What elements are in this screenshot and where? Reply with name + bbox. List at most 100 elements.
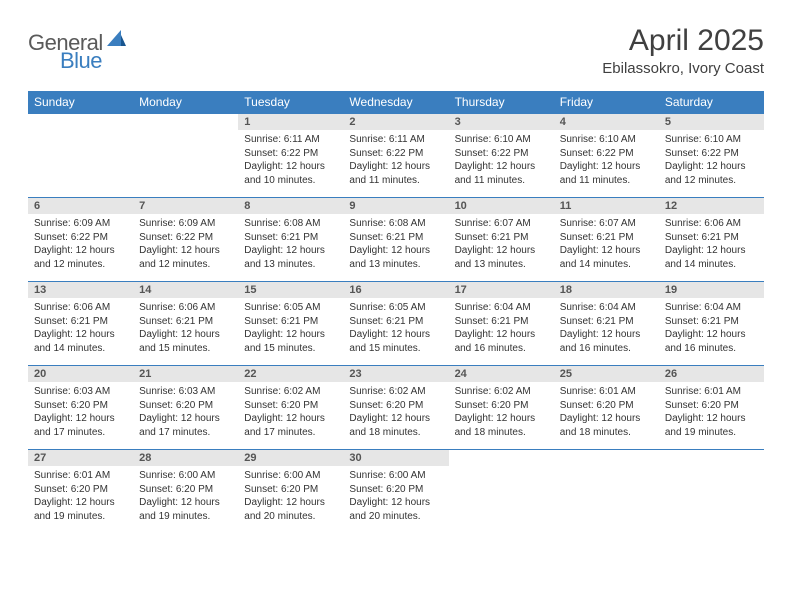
location-subtitle: Ebilassokro, Ivory Coast — [602, 60, 764, 77]
week-number-row: 13141516171819 — [28, 282, 764, 299]
sunset-text: Sunset: 6:21 PM — [560, 231, 653, 245]
day-data-cell — [449, 466, 554, 533]
logo-text-blue: Blue — [60, 48, 102, 73]
sunset-text: Sunset: 6:20 PM — [244, 483, 337, 497]
daylight-text: Daylight: 12 hours and 15 minutes. — [139, 328, 232, 355]
day-data-cell: Sunrise: 6:06 AMSunset: 6:21 PMDaylight:… — [28, 298, 133, 366]
day-number-cell: 14 — [133, 282, 238, 299]
sunset-text: Sunset: 6:22 PM — [560, 147, 653, 161]
day-number-cell: 3 — [449, 114, 554, 131]
daylight-text: Daylight: 12 hours and 10 minutes. — [244, 160, 337, 187]
day-data-cell: Sunrise: 6:04 AMSunset: 6:21 PMDaylight:… — [659, 298, 764, 366]
daylight-text: Daylight: 12 hours and 19 minutes. — [34, 496, 127, 523]
sunrise-text: Sunrise: 6:03 AM — [139, 385, 232, 399]
daylight-text: Daylight: 12 hours and 16 minutes. — [455, 328, 548, 355]
day-number-cell: 18 — [554, 282, 659, 299]
day-data-cell: Sunrise: 6:02 AMSunset: 6:20 PMDaylight:… — [238, 382, 343, 450]
day-data-cell: Sunrise: 6:10 AMSunset: 6:22 PMDaylight:… — [449, 130, 554, 198]
sunset-text: Sunset: 6:22 PM — [455, 147, 548, 161]
sunrise-text: Sunrise: 6:04 AM — [560, 301, 653, 315]
day-header-monday: Monday — [133, 91, 238, 114]
day-header-tuesday: Tuesday — [238, 91, 343, 114]
sunset-text: Sunset: 6:20 PM — [560, 399, 653, 413]
daylight-text: Daylight: 12 hours and 20 minutes. — [349, 496, 442, 523]
day-data-cell: Sunrise: 6:11 AMSunset: 6:22 PMDaylight:… — [238, 130, 343, 198]
week-data-row: Sunrise: 6:11 AMSunset: 6:22 PMDaylight:… — [28, 130, 764, 198]
daylight-text: Daylight: 12 hours and 11 minutes. — [349, 160, 442, 187]
sunset-text: Sunset: 6:21 PM — [455, 231, 548, 245]
sunrise-text: Sunrise: 6:00 AM — [244, 469, 337, 483]
day-number-cell: 25 — [554, 366, 659, 383]
day-data-cell: Sunrise: 6:00 AMSunset: 6:20 PMDaylight:… — [343, 466, 448, 533]
day-number-cell — [449, 450, 554, 467]
sunrise-text: Sunrise: 6:02 AM — [349, 385, 442, 399]
day-number-cell: 26 — [659, 366, 764, 383]
day-number-cell: 30 — [343, 450, 448, 467]
sunset-text: Sunset: 6:21 PM — [455, 315, 548, 329]
week-number-row: 12345 — [28, 114, 764, 131]
sunrise-text: Sunrise: 6:00 AM — [349, 469, 442, 483]
day-number-cell: 7 — [133, 198, 238, 215]
day-data-cell: Sunrise: 6:07 AMSunset: 6:21 PMDaylight:… — [554, 214, 659, 282]
day-data-cell: Sunrise: 6:05 AMSunset: 6:21 PMDaylight:… — [343, 298, 448, 366]
sunrise-text: Sunrise: 6:01 AM — [560, 385, 653, 399]
sunrise-text: Sunrise: 6:08 AM — [244, 217, 337, 231]
day-number-cell: 9 — [343, 198, 448, 215]
day-header-saturday: Saturday — [659, 91, 764, 114]
day-number-cell: 29 — [238, 450, 343, 467]
day-number-cell: 11 — [554, 198, 659, 215]
day-number-cell — [133, 114, 238, 131]
sunset-text: Sunset: 6:22 PM — [665, 147, 758, 161]
daylight-text: Daylight: 12 hours and 17 minutes. — [34, 412, 127, 439]
logo-blue-wrap: Blue — [60, 48, 102, 74]
day-data-cell: Sunrise: 6:00 AMSunset: 6:20 PMDaylight:… — [238, 466, 343, 533]
sunset-text: Sunset: 6:21 PM — [244, 315, 337, 329]
day-number-cell: 2 — [343, 114, 448, 131]
day-number-cell: 10 — [449, 198, 554, 215]
daylight-text: Daylight: 12 hours and 18 minutes. — [349, 412, 442, 439]
sunset-text: Sunset: 6:21 PM — [665, 231, 758, 245]
sunset-text: Sunset: 6:21 PM — [560, 315, 653, 329]
week-data-row: Sunrise: 6:03 AMSunset: 6:20 PMDaylight:… — [28, 382, 764, 450]
sunrise-text: Sunrise: 6:10 AM — [455, 133, 548, 147]
day-data-cell: Sunrise: 6:07 AMSunset: 6:21 PMDaylight:… — [449, 214, 554, 282]
sunset-text: Sunset: 6:20 PM — [34, 399, 127, 413]
day-number-cell: 5 — [659, 114, 764, 131]
sunset-text: Sunset: 6:22 PM — [244, 147, 337, 161]
sunset-text: Sunset: 6:20 PM — [349, 399, 442, 413]
week-number-row: 6789101112 — [28, 198, 764, 215]
day-header-wednesday: Wednesday — [343, 91, 448, 114]
page-header: General April 2025 Ebilassokro, Ivory Co… — [28, 24, 764, 77]
sunset-text: Sunset: 6:21 PM — [139, 315, 232, 329]
day-number-cell: 21 — [133, 366, 238, 383]
day-data-cell: Sunrise: 6:01 AMSunset: 6:20 PMDaylight:… — [28, 466, 133, 533]
daylight-text: Daylight: 12 hours and 14 minutes. — [665, 244, 758, 271]
day-number-cell: 15 — [238, 282, 343, 299]
calendar-header-row: Sunday Monday Tuesday Wednesday Thursday… — [28, 91, 764, 114]
daylight-text: Daylight: 12 hours and 12 minutes. — [665, 160, 758, 187]
day-data-cell: Sunrise: 6:10 AMSunset: 6:22 PMDaylight:… — [554, 130, 659, 198]
month-title: April 2025 — [602, 24, 764, 58]
day-data-cell: Sunrise: 6:04 AMSunset: 6:21 PMDaylight:… — [449, 298, 554, 366]
sunrise-text: Sunrise: 6:04 AM — [455, 301, 548, 315]
day-data-cell: Sunrise: 6:09 AMSunset: 6:22 PMDaylight:… — [28, 214, 133, 282]
sunset-text: Sunset: 6:20 PM — [665, 399, 758, 413]
day-number-cell: 13 — [28, 282, 133, 299]
day-data-cell: Sunrise: 6:01 AMSunset: 6:20 PMDaylight:… — [554, 382, 659, 450]
day-number-cell: 23 — [343, 366, 448, 383]
daylight-text: Daylight: 12 hours and 15 minutes. — [244, 328, 337, 355]
sunset-text: Sunset: 6:22 PM — [349, 147, 442, 161]
day-number-cell: 24 — [449, 366, 554, 383]
sunrise-text: Sunrise: 6:10 AM — [560, 133, 653, 147]
day-data-cell — [133, 130, 238, 198]
daylight-text: Daylight: 12 hours and 16 minutes. — [560, 328, 653, 355]
day-data-cell: Sunrise: 6:00 AMSunset: 6:20 PMDaylight:… — [133, 466, 238, 533]
day-number-cell: 20 — [28, 366, 133, 383]
sunset-text: Sunset: 6:20 PM — [34, 483, 127, 497]
sunrise-text: Sunrise: 6:05 AM — [244, 301, 337, 315]
day-data-cell — [28, 130, 133, 198]
sunrise-text: Sunrise: 6:10 AM — [665, 133, 758, 147]
day-data-cell — [554, 466, 659, 533]
sunrise-text: Sunrise: 6:01 AM — [34, 469, 127, 483]
day-number-cell: 28 — [133, 450, 238, 467]
